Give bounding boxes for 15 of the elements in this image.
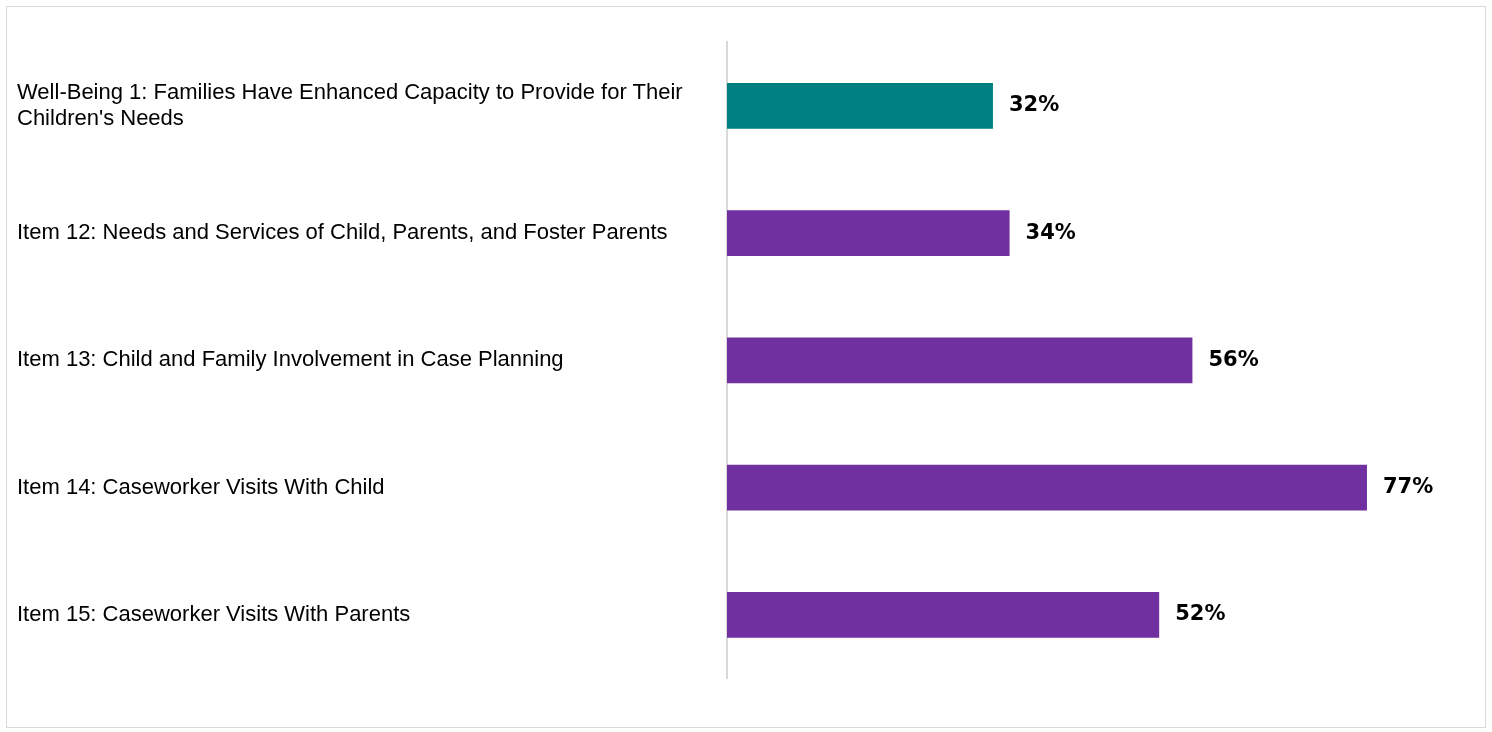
bar (727, 592, 1160, 638)
bar (727, 82, 993, 129)
y-tick-label: Well-Being 1: Families Have Enhanced Capacity to Provide for Their Children's Needs (17, 78, 683, 131)
data-label: 56% (1208, 346, 1259, 371)
y-tick-label: Item 13: Child and Family Involvement in Case Planning (17, 346, 564, 372)
data-label: 52% (1175, 601, 1226, 626)
bar (727, 210, 1010, 257)
y-tick-label: Item 15: Caseworker Visits With Parents (17, 601, 411, 627)
y-tick-label: Item 14: Caseworker Visits With Child (17, 473, 385, 499)
data-label: 34% (1025, 219, 1076, 244)
bar (727, 337, 1193, 384)
y-tick-label: Item 12: Needs and Services of Child, Parents, and Foster Parents (17, 219, 668, 245)
bar (727, 464, 1367, 511)
data-label: 77% (1382, 474, 1434, 499)
data-label: 32% (1008, 92, 1060, 117)
